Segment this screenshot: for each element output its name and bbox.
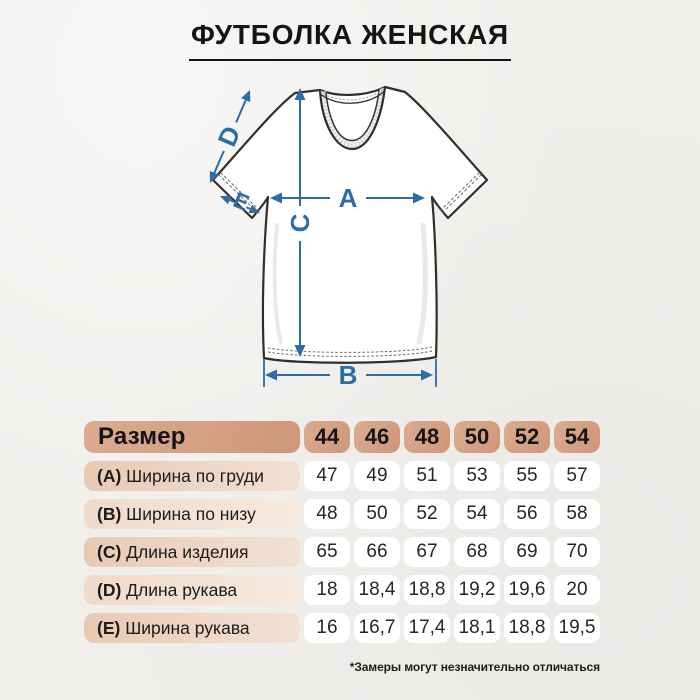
size-column-header-50: 50 <box>454 421 500 453</box>
value-cell-b-44: 48 <box>304 499 350 529</box>
label-c: C <box>285 213 315 232</box>
value-cell-a-54: 57 <box>554 461 600 491</box>
value-cell-b-52: 56 <box>504 499 550 529</box>
value-cell-a-44: 47 <box>304 461 350 491</box>
size-column-header-44: 44 <box>304 421 350 453</box>
measure-arrow-b <box>263 359 437 387</box>
value-cell-b-50: 54 <box>454 499 500 529</box>
value-cell-c-50: 68 <box>454 537 500 567</box>
footnote: *Замеры могут незначительно отличаться <box>349 660 600 674</box>
measurement-arrows <box>209 88 437 387</box>
value-cell-e-44: 16 <box>304 613 350 643</box>
value-cell-c-48: 67 <box>404 537 450 567</box>
page-title: ФУТБОЛКА ЖЕНСКАЯ <box>189 19 511 62</box>
cuff-stitches <box>218 172 482 213</box>
size-column-header-46: 46 <box>354 421 400 453</box>
measure-arrow-e <box>220 195 260 214</box>
tshirt-drawing <box>211 85 489 364</box>
row-label-c: (C) Длина изделия <box>84 537 300 567</box>
tshirt-measurement-diagram: A B C D E <box>209 85 489 390</box>
value-cell-e-46: 16,7 <box>354 613 400 643</box>
label-a: A <box>339 183 358 213</box>
collar-band <box>320 87 385 149</box>
measure-arrow-a <box>270 192 425 204</box>
value-cell-e-50: 18,1 <box>454 613 500 643</box>
body-highlight-right <box>416 222 428 345</box>
value-cell-a-46: 49 <box>354 461 400 491</box>
size-column-header-48: 48 <box>404 421 450 453</box>
collar-outer-edge <box>318 86 387 151</box>
size-table: Размер 44 46 48 50 52 54 (A) Ширина по груди 47… <box>84 421 600 643</box>
value-cell-e-48: 17,4 <box>404 613 450 643</box>
value-cell-c-46: 66 <box>354 537 400 567</box>
size-column-header-52: 52 <box>504 421 550 453</box>
hem-stitches <box>267 346 433 357</box>
value-cell-e-52: 18,8 <box>504 613 550 643</box>
back-neck-binding <box>320 91 385 104</box>
value-cell-c-52: 69 <box>504 537 550 567</box>
measure-arrow-d <box>209 90 251 183</box>
value-cell-d-50: 19,2 <box>454 575 500 605</box>
measure-arrow-c <box>294 88 306 357</box>
value-cell-b-54: 58 <box>554 499 600 529</box>
row-label-b: (B) Ширина по низу <box>84 499 300 529</box>
row-label-e: (E) Ширина рукава <box>84 613 300 643</box>
value-cell-d-48: 18,8 <box>404 575 450 605</box>
value-cell-d-54: 20 <box>554 575 600 605</box>
page-header: ФУТБОЛКА ЖЕНСКАЯ <box>0 19 700 62</box>
collar-inner-edge <box>325 89 380 142</box>
row-label-a: (A) Ширина по груди <box>84 461 300 491</box>
value-cell-a-52: 55 <box>504 461 550 491</box>
row-label-d: (D) Длина рукава <box>84 575 300 605</box>
collar-rib-texture <box>319 88 386 149</box>
value-cell-e-54: 19,5 <box>554 613 600 643</box>
value-cell-c-44: 65 <box>304 537 350 567</box>
body-highlight-left <box>272 223 283 344</box>
value-cell-d-52: 19,6 <box>504 575 550 605</box>
value-cell-b-48: 52 <box>404 499 450 529</box>
value-cell-d-46: 18,4 <box>354 575 400 605</box>
value-cell-c-54: 70 <box>554 537 600 567</box>
value-cell-d-44: 18 <box>304 575 350 605</box>
value-cell-a-50: 53 <box>454 461 500 491</box>
value-cell-b-46: 50 <box>354 499 400 529</box>
tshirt-outline <box>211 85 489 364</box>
table-header-size-label: Размер <box>84 421 300 453</box>
value-cell-a-48: 51 <box>404 461 450 491</box>
label-b: B <box>339 360 358 390</box>
back-neck-stitch-dotted <box>320 88 385 101</box>
size-column-header-54: 54 <box>554 421 600 453</box>
